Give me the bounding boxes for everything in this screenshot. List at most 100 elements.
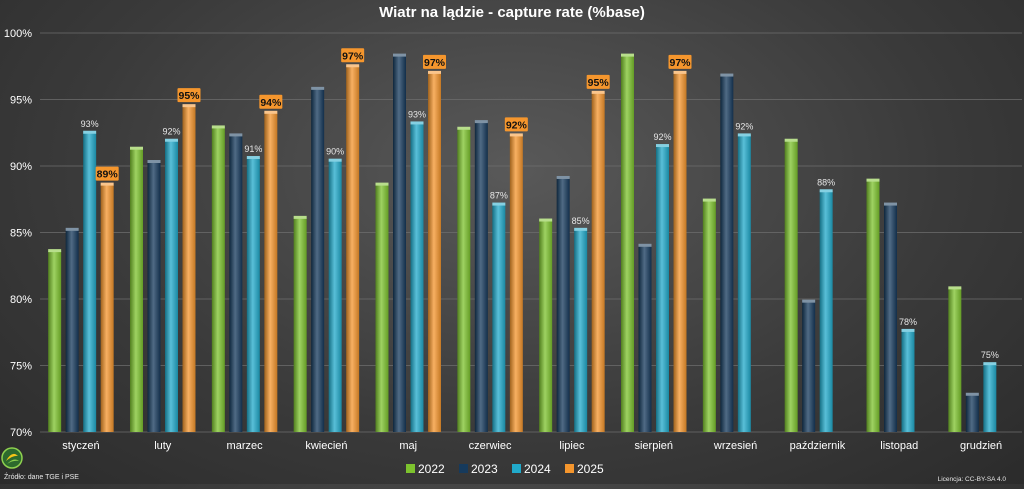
bar-top-2024 <box>574 227 588 231</box>
chart-title: Wiatr na lądzie - capture rate (%base) <box>379 4 645 21</box>
bar-2023 <box>965 394 979 432</box>
bar-top-2023 <box>65 227 79 231</box>
legend: 2022 2023 2024 2025 <box>406 462 604 476</box>
bar-2024 <box>901 330 915 432</box>
bar-2023 <box>229 135 243 432</box>
legend-label-2023: 2023 <box>471 462 498 476</box>
y-tick-label: 100% <box>4 28 32 40</box>
data-label-2024: 88% <box>817 177 835 187</box>
bar-top-2024 <box>901 328 915 332</box>
bar-top-2023 <box>884 202 897 206</box>
data-label-2024: 93% <box>408 109 426 119</box>
data-label-2024: 90% <box>326 147 344 157</box>
bar-2023 <box>65 229 79 432</box>
bar-2022 <box>48 251 62 432</box>
y-tick-label: 70% <box>10 427 32 439</box>
x-tick-label: marzec <box>227 440 264 452</box>
data-label-2025: 97% <box>424 57 446 69</box>
bar-top-2024 <box>737 133 751 137</box>
bar-top-2025 <box>428 70 441 74</box>
y-tick-label: 90% <box>10 161 32 173</box>
bar-top-2025 <box>673 70 687 74</box>
x-tick-label: lipiec <box>559 440 585 452</box>
bar-top-2022 <box>621 53 634 57</box>
bar-top-2025 <box>346 64 360 68</box>
bar-top-2022 <box>702 198 716 202</box>
bar-2024 <box>165 140 178 433</box>
bar-2022 <box>784 140 798 433</box>
data-label-2025: 89% <box>97 169 119 181</box>
bar-top-2024 <box>656 144 669 148</box>
bar-2022 <box>293 217 307 432</box>
bar-2022 <box>375 184 389 432</box>
bar-top-2025 <box>591 90 605 94</box>
data-label-2024: 91% <box>244 144 262 154</box>
legend-label-2022: 2022 <box>418 462 445 476</box>
data-label-box <box>668 54 692 69</box>
bar-2024 <box>246 158 260 432</box>
license-note: Licencja: CC-BY-SA 4.0 <box>938 476 1007 483</box>
bar-2025 <box>673 72 687 433</box>
bar-top-2022 <box>48 249 62 253</box>
data-label-box <box>504 117 528 132</box>
bar-top-2022 <box>375 182 389 186</box>
data-label-box <box>177 88 201 103</box>
legend-swatch-2023 <box>459 464 468 473</box>
data-label-2024: 78% <box>899 317 917 327</box>
bar-2025 <box>264 112 278 433</box>
legend-label-2025: 2025 <box>577 462 604 476</box>
bar-top-2023 <box>556 175 570 179</box>
data-label-2025: 94% <box>260 97 282 109</box>
data-label-box <box>341 48 365 63</box>
bar-top-2022 <box>539 218 553 222</box>
x-tick-label: listopad <box>880 440 918 452</box>
x-tick-label: październik <box>790 440 846 452</box>
bar-2024 <box>737 135 751 432</box>
bar-2022 <box>702 200 716 432</box>
bar-2025 <box>509 135 523 432</box>
bar-top-2023 <box>229 133 243 137</box>
bar-2023 <box>147 162 161 432</box>
y-tick-label: 95% <box>10 95 32 107</box>
bar-2025 <box>100 184 114 432</box>
bar-top-2022 <box>948 286 962 290</box>
data-label-2025: 95% <box>588 77 610 89</box>
bar-top-2022 <box>130 146 143 150</box>
data-label-2024: 92% <box>735 121 753 131</box>
bar-top-2024 <box>83 130 97 134</box>
data-label-box <box>586 74 610 89</box>
data-label-2025: 97% <box>342 50 364 62</box>
x-tick-label: wrzesień <box>713 440 757 452</box>
bar-top-2025 <box>100 182 114 186</box>
data-label-2025: 97% <box>669 57 691 69</box>
bar-top-2023 <box>393 53 406 57</box>
bar-2024 <box>492 204 506 432</box>
bar-2024 <box>574 229 588 432</box>
gridlines <box>40 32 1022 433</box>
bar-top-2022 <box>784 138 798 142</box>
legend-swatch-2025 <box>565 464 574 473</box>
bar-2024 <box>983 364 997 432</box>
x-tick-label: sierpień <box>634 440 673 452</box>
bar-2025 <box>182 106 196 433</box>
data-label-2024: 75% <box>981 350 999 360</box>
bar-top-2024 <box>983 362 997 366</box>
bar-top-2024 <box>492 202 506 206</box>
bar-2024 <box>328 160 342 432</box>
bar-top-2022 <box>211 125 225 129</box>
source-note: Źródło: dane TGE i PSE <box>4 472 79 481</box>
bar-2022 <box>211 127 225 433</box>
legend-label-2024: 2024 <box>524 462 551 476</box>
bar-2022 <box>539 220 553 432</box>
x-tick-label: luty <box>154 440 172 452</box>
x-axis-ticks: styczeń luty marzec kwiecień maj czerwiec lipi… <box>62 440 1002 452</box>
bar-top-2024 <box>165 138 178 142</box>
y-tick-label: 75% <box>10 361 32 373</box>
legend-swatch-2022 <box>406 464 415 473</box>
bar-2023 <box>311 88 325 433</box>
bar-top-2024 <box>328 158 342 162</box>
bar-top-2024 <box>410 121 424 125</box>
bar-2022 <box>621 55 634 433</box>
bar-2024 <box>819 191 833 432</box>
data-label-2025: 95% <box>178 90 200 102</box>
